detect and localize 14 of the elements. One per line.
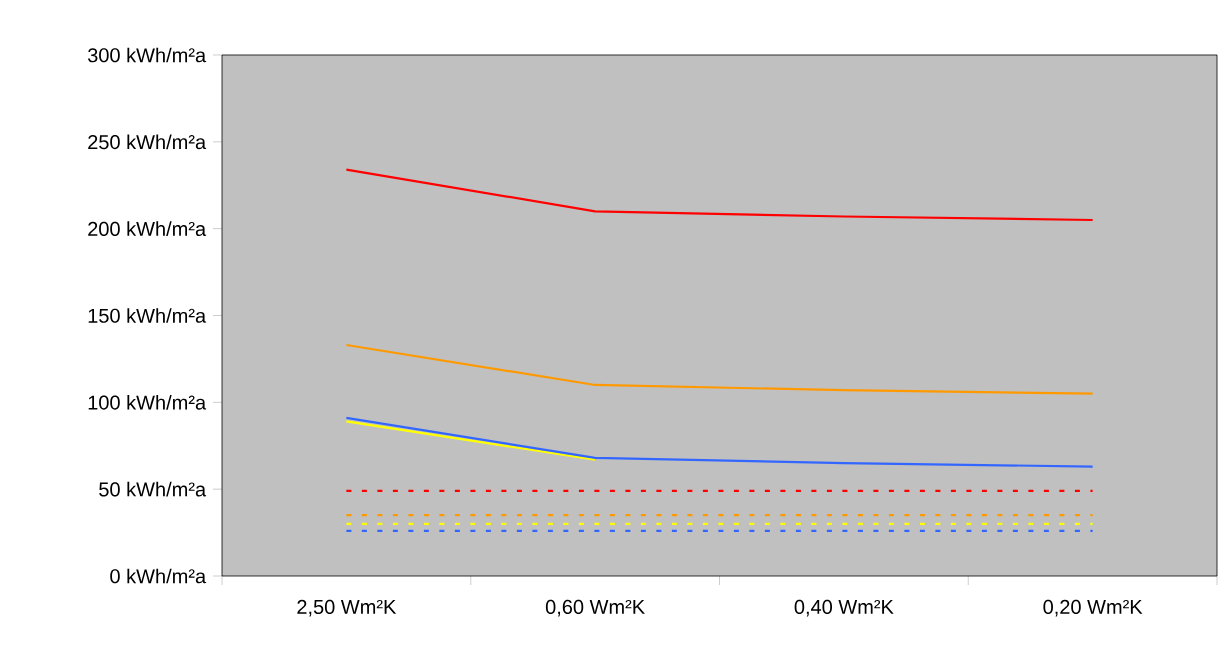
y-tick-label: 250 kWh/m²a [88, 134, 207, 150]
y-tick-label: 100 kWh/m²a [88, 394, 207, 410]
y-tick-label: 300 kWh/m²a [87, 47, 207, 63]
x-tick-label: 2,50 Wm²K [297, 599, 397, 617]
line-series [345, 416, 1094, 468]
line-series [345, 168, 1094, 222]
y-tick-label: 50 kWh/m²a [99, 481, 207, 497]
y-tick-label: 0 kWh/m²a [110, 568, 207, 584]
x-tick-label: 0,20 Wm²K [1043, 599, 1143, 617]
x-tick-label: 0,60 Wm²K [545, 599, 645, 617]
y-tick-label: 200 kWh/m²a [88, 221, 207, 237]
y-tick-label: 150 kWh/m²a [88, 308, 207, 323]
x-tick-label: 0,40 Wm²K [794, 599, 894, 617]
line-series [345, 343, 1094, 395]
